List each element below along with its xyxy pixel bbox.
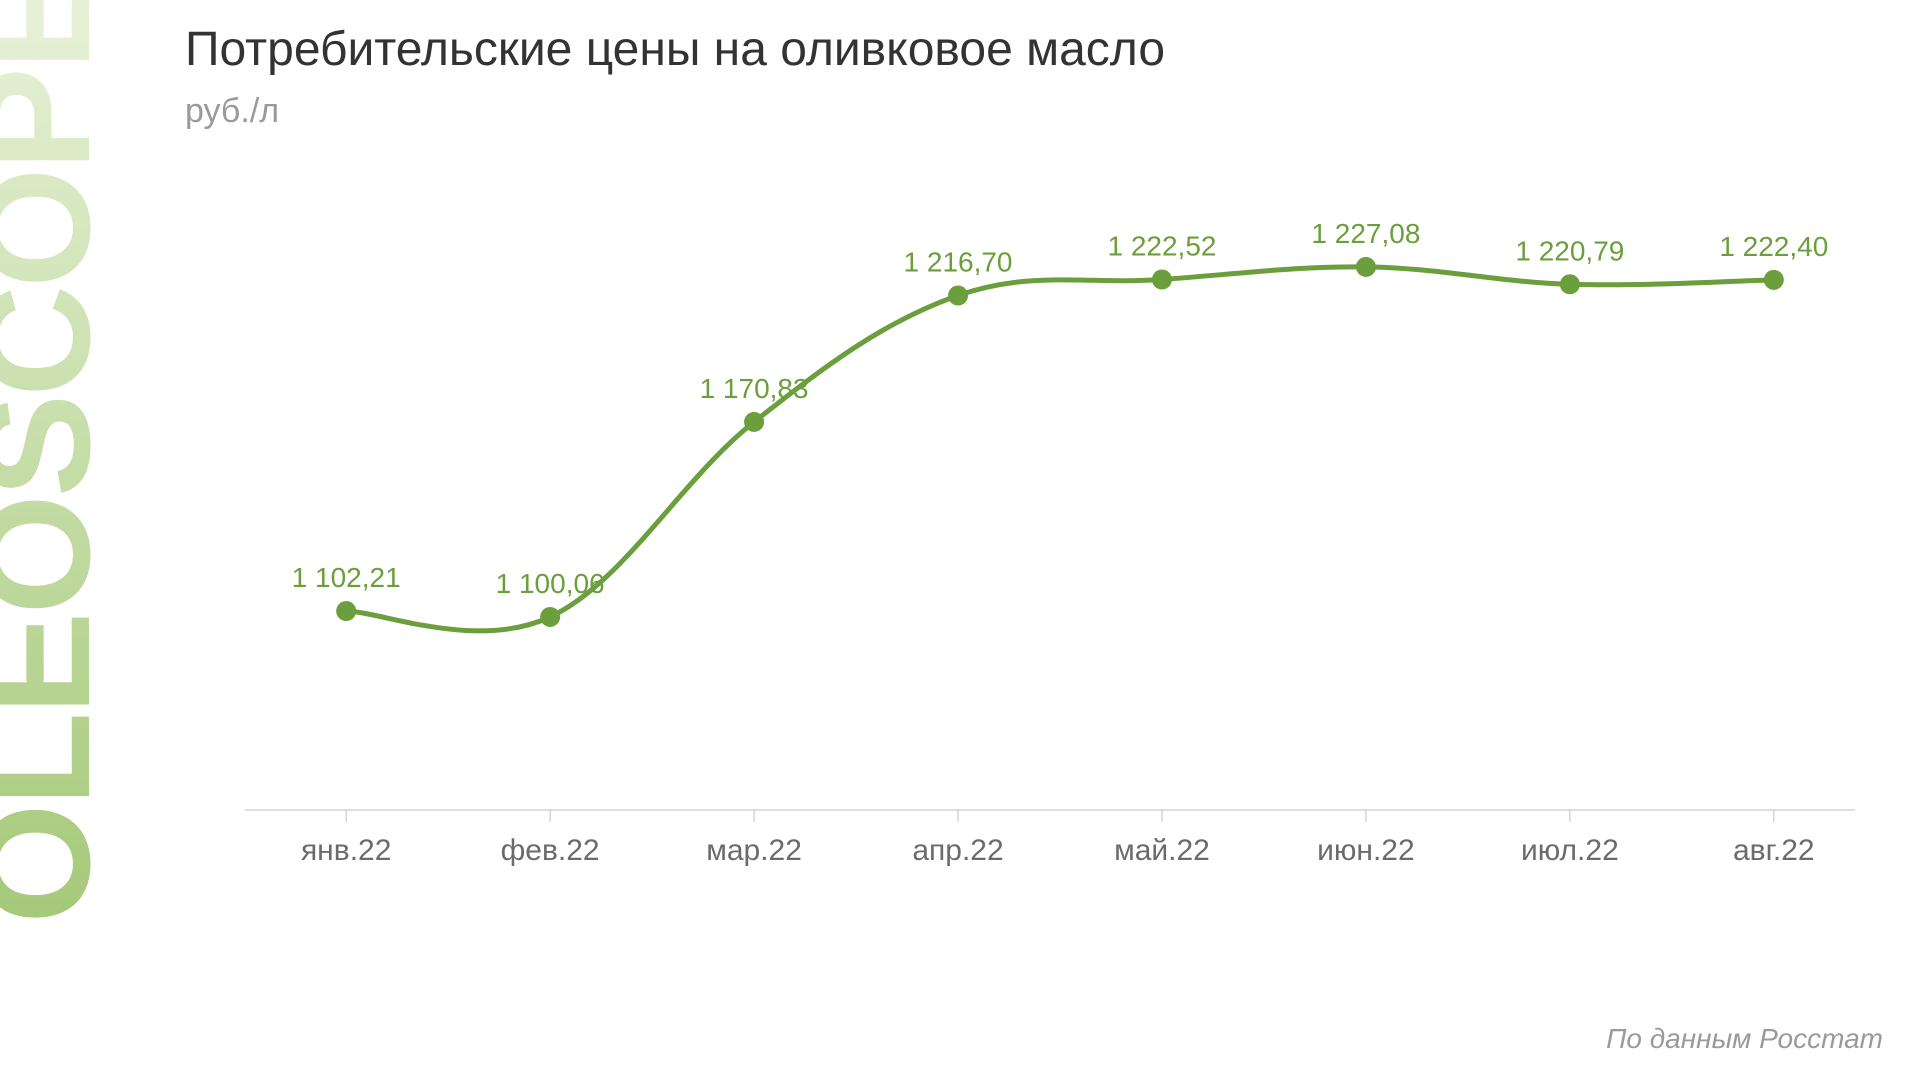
- x-axis-label: май.22: [1114, 834, 1210, 867]
- data-point: [1764, 270, 1784, 290]
- x-axis-label: фев.22: [501, 834, 600, 867]
- x-axis-label: мар.22: [706, 834, 802, 867]
- chart-subtitle: руб./л: [185, 92, 279, 131]
- watermark: OLEOSCOPE: [0, 0, 102, 924]
- x-axis-label: авг.22: [1733, 834, 1815, 867]
- x-axis-label: янв.22: [301, 834, 391, 867]
- line-chart: янв.22 фев.22 мар.22 апр.22 май.22 июн.22 июл.…: [185, 170, 1865, 890]
- data-label: 1 170,83: [700, 373, 809, 404]
- data-label: 1 222,52: [1107, 231, 1216, 262]
- data-point: [948, 286, 968, 306]
- source-note: По данным Росстат: [1606, 1023, 1883, 1055]
- data-label: 1 220,79: [1515, 235, 1624, 266]
- data-point: [540, 607, 560, 627]
- data-point: [1152, 270, 1172, 290]
- x-axis-label: июн.22: [1317, 834, 1415, 867]
- x-axis-label: апр.22: [912, 834, 1003, 867]
- data-point: [744, 412, 764, 432]
- data-point: [336, 601, 356, 621]
- data-label: 1 216,70: [904, 247, 1013, 278]
- data-point: [1356, 257, 1376, 277]
- chart-svg: янв.22 фев.22 мар.22 апр.22 май.22 июн.22 июл.…: [185, 170, 1865, 890]
- data-point: [1560, 274, 1580, 294]
- data-label: 1 102,21: [292, 562, 401, 593]
- data-label: 1 100,06: [496, 568, 605, 599]
- chart-title: Потребительские цены на оливковое масло: [185, 22, 1165, 77]
- x-axis-label: июл.22: [1521, 834, 1619, 867]
- data-label: 1 222,40: [1719, 231, 1828, 262]
- data-label: 1 227,08: [1311, 218, 1420, 249]
